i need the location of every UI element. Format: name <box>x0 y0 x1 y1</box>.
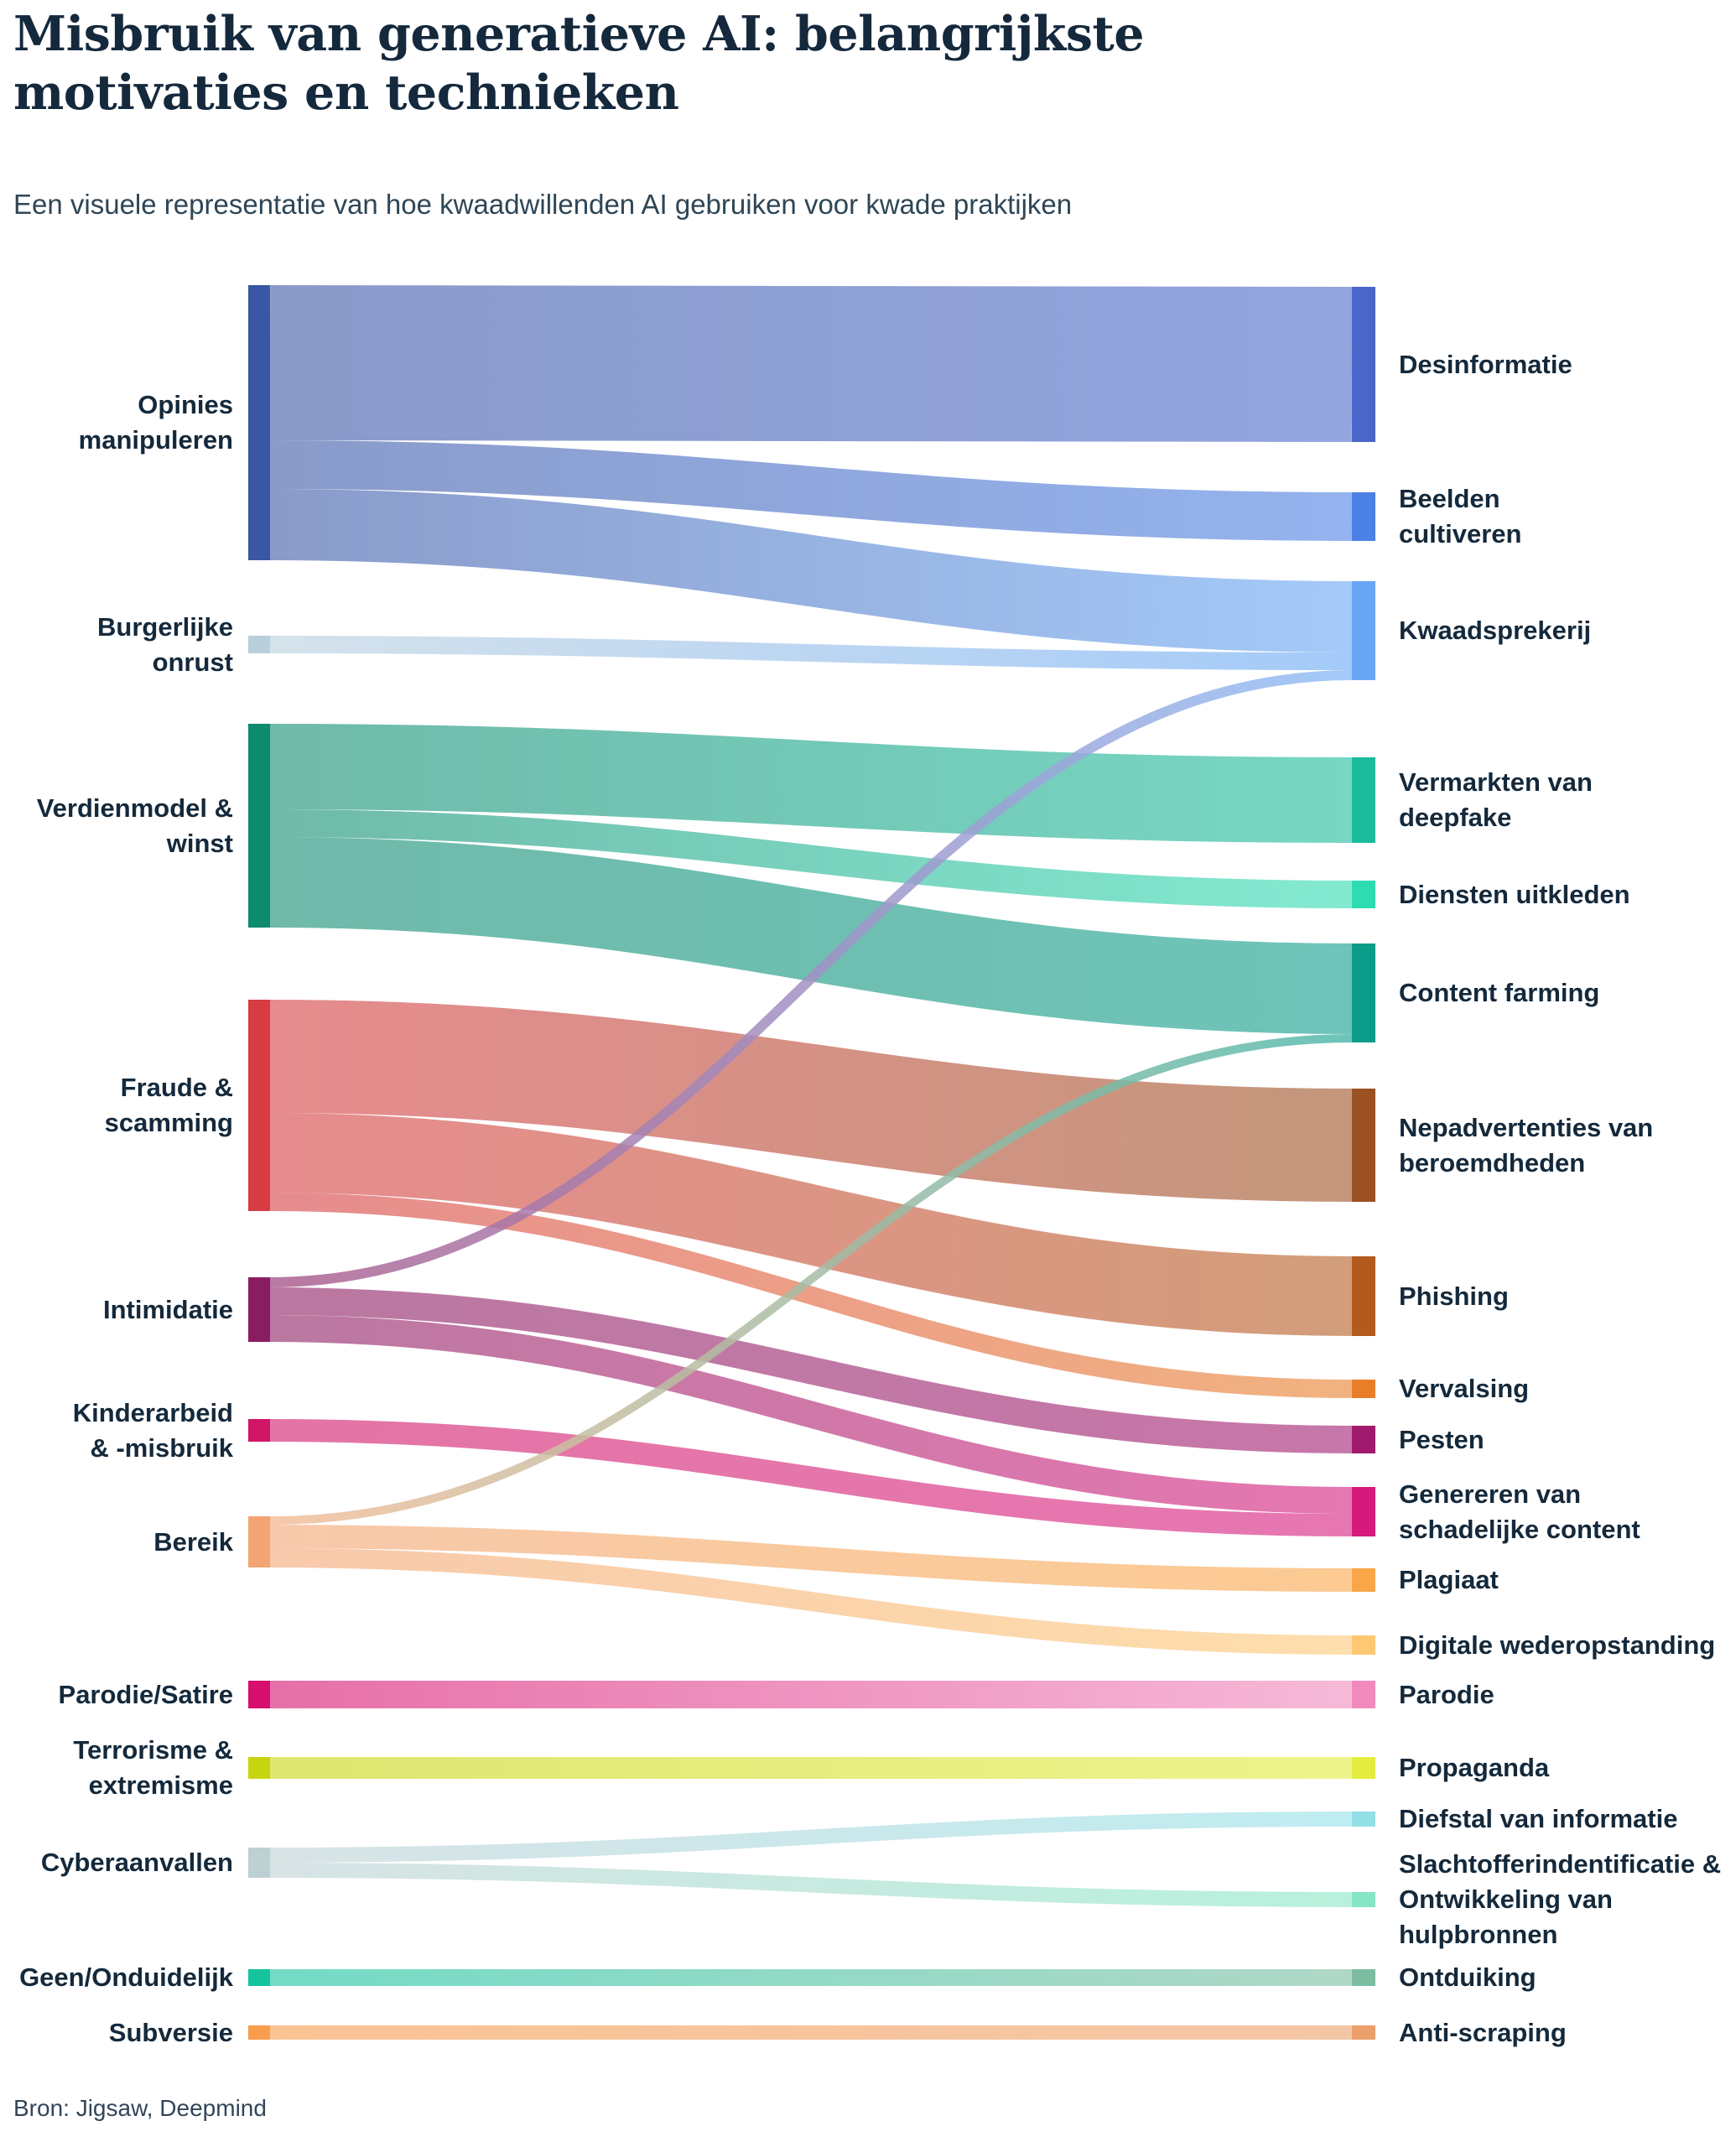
node-nepadvertenties <box>1352 1089 1375 1202</box>
node-propaganda <box>1352 1757 1375 1779</box>
node-plagiaat <box>1352 1568 1375 1592</box>
node-content <box>1352 944 1375 1042</box>
flow-intimidatie-kwaadsprekerij <box>269 670 1353 1287</box>
flow-verdienmodel-content <box>269 837 1353 1034</box>
flow-fraude-nepadvertenties <box>269 1000 1353 1202</box>
node-genereren <box>1352 1487 1375 1536</box>
flow-intimidatie-genereren <box>269 1315 1353 1514</box>
page-title: Misbruik van generatieve AI: belangrijks… <box>13 6 1145 121</box>
node-intimidatie <box>248 1277 270 1342</box>
flow-verdienmodel-diensten <box>269 809 1353 908</box>
node-vermarkten <box>1352 757 1375 843</box>
node-diefstal <box>1352 1812 1375 1827</box>
node-digitale <box>1352 1635 1375 1655</box>
flow-bereik-content <box>269 1034 1353 1525</box>
node-kwaadsprekerij <box>1352 581 1375 680</box>
node-parodie_satire <box>248 1681 270 1708</box>
node-pesten <box>1352 1426 1375 1453</box>
node-beelden <box>1352 492 1375 541</box>
node-opinies <box>248 285 270 560</box>
source-credit: Bron: Jigsaw, Deepmind <box>13 2095 267 2121</box>
node-bereik <box>248 1516 270 1567</box>
node-verdienmodel <box>248 724 270 928</box>
node-parodie <box>1352 1681 1375 1708</box>
flow-fraude-phishing <box>269 1113 1353 1336</box>
node-vervalsing <box>1352 1380 1375 1398</box>
flow-kinderarbeid-genereren <box>269 1419 1353 1536</box>
node-fraude <box>248 1000 270 1211</box>
flow-opinies-beelden <box>269 440 1353 541</box>
node-ontduiking <box>1352 1969 1375 1986</box>
flow-bereik-digitale <box>269 1548 1353 1655</box>
node-subversie <box>248 2025 270 2040</box>
node-geen <box>248 1969 270 1986</box>
node-desinformatie <box>1352 287 1375 442</box>
flow-cyberaanvallen-diefstal <box>269 1812 1353 1863</box>
flow-cyberaanvallen-slachtoffer <box>269 1863 1353 1907</box>
flow-opinies-kwaadsprekerij <box>269 489 1353 652</box>
node-burgerlijke <box>248 636 270 653</box>
node-slachtoffer <box>1352 1892 1375 1907</box>
flow-intimidatie-pesten <box>269 1287 1353 1453</box>
node-terrorisme <box>248 1757 270 1779</box>
node-phishing <box>1352 1256 1375 1336</box>
node-kinderarbeid <box>248 1419 270 1442</box>
node-diensten <box>1352 881 1375 908</box>
flow-opinies-desinformatie <box>269 285 1353 442</box>
page-subtitle: Een visuele representatie van hoe kwaadw… <box>13 189 1073 220</box>
node-anti_scraping <box>1352 2025 1375 2040</box>
node-cyberaanvallen <box>248 1848 270 1878</box>
flow-burgerlijke-kwaadsprekerij <box>269 636 1353 670</box>
flow-bereik-plagiaat <box>269 1525 1353 1592</box>
flow-verdienmodel-vermarkten <box>269 724 1353 843</box>
flow-fraude-vervalsing <box>269 1193 1353 1398</box>
